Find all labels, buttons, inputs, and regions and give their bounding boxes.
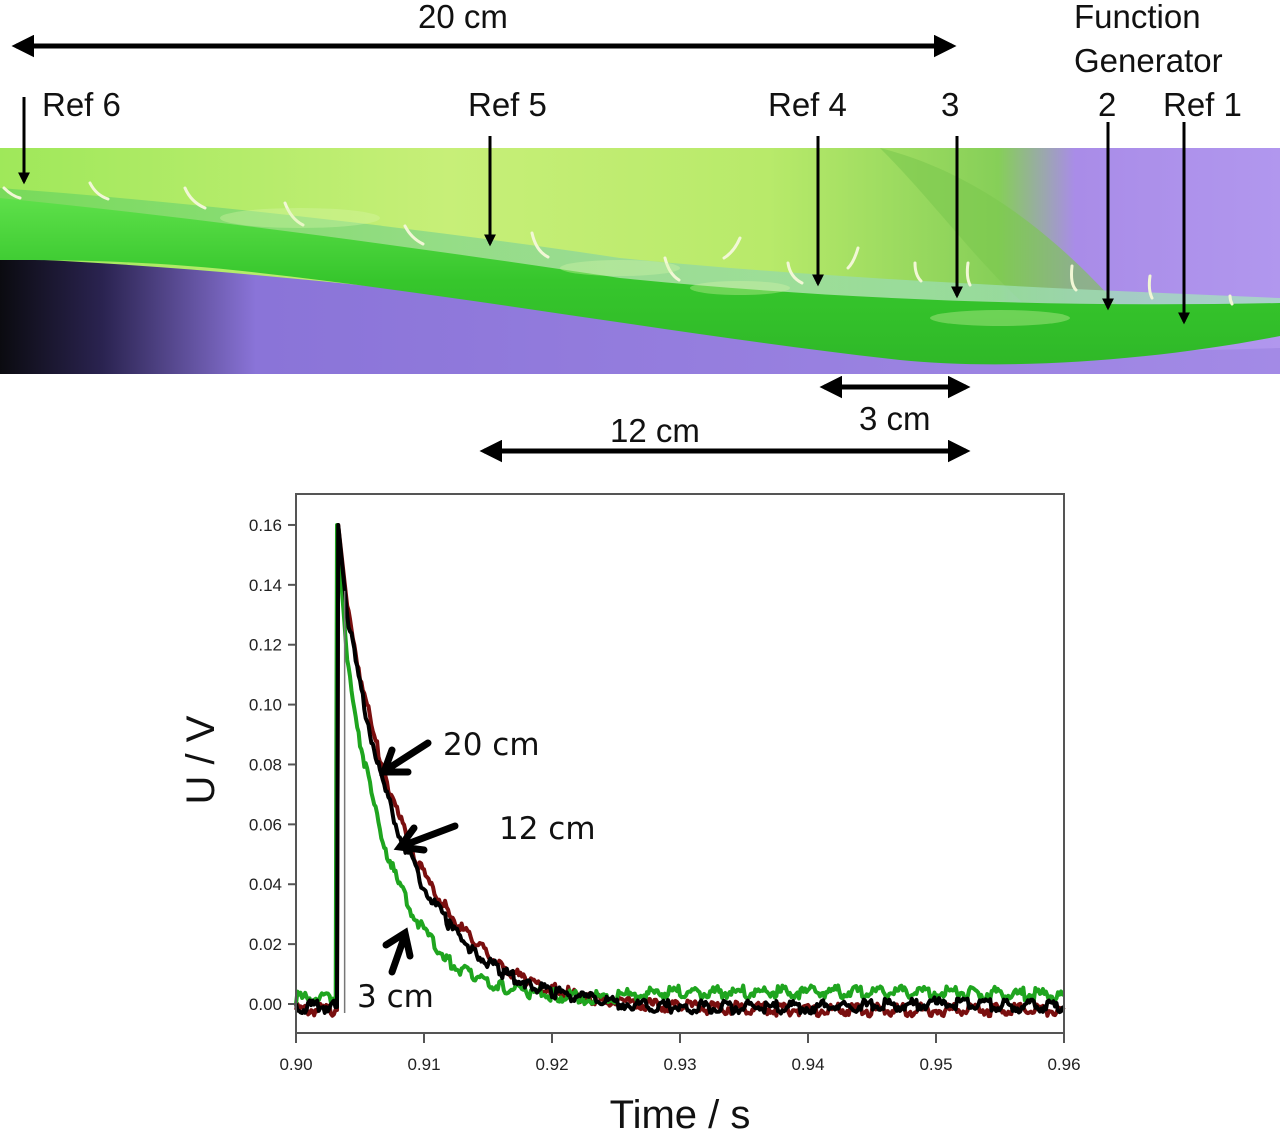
y-axis: 0.00 0.02 0.04 0.06 0.08 0.10 0.12 0.14 0.16 [249,516,296,1014]
x-axis-label: Time / s [610,1093,751,1134]
x-tick-label: 0.90 [279,1055,312,1074]
y-tick-label: 0.06 [249,815,282,834]
electrode-label-ref1: Ref 1 [1163,86,1242,123]
x-tick-label: 0.96 [1047,1055,1080,1074]
series-line-3cm [294,523,1065,1007]
y-tick-label: 0.16 [249,516,282,535]
annotation-arrow-3cm [382,927,414,976]
electrode-label-2: 2 [1098,86,1117,123]
y-tick-label: 0.10 [249,696,282,715]
plot-traces [294,523,1066,1019]
annotation-arrow-12cm [393,822,459,854]
y-tick-label: 0.04 [249,875,282,894]
electrode-label-ref4: Ref 4 [768,86,847,123]
series-line-12cm [294,523,1065,1016]
annotation-12cm: 12 cm [499,811,596,847]
distance-label-20cm: 20 cm [418,0,508,35]
x-tick-label: 0.94 [791,1055,824,1074]
annotation-arrow-20cm [379,739,432,776]
function-generator-label-line2: Generator [1074,42,1223,79]
y-tick-label: 0.00 [249,995,282,1014]
function-generator-label-line1: Function [1074,0,1201,35]
annotation-arrows [379,739,459,976]
y-axis-label: U / V [179,715,223,804]
series-line-20cm [294,523,1066,1019]
electrode-label-ref5: Ref 5 [468,86,547,123]
annotation-20cm: 20 cm [443,727,540,763]
y-tick-label: 0.02 [249,935,282,954]
y-tick-label: 0.14 [249,576,282,595]
distance-label-12cm: 12 cm [610,412,700,449]
distance-label-3cm: 3 cm [859,400,931,437]
x-tick-label: 0.95 [919,1055,952,1074]
electrode-label-3: 3 [941,86,960,123]
annotation-3cm: 3 cm [357,979,434,1015]
x-tick-label: 0.93 [663,1055,696,1074]
x-axis: 0.90 0.91 0.92 0.93 0.94 0.95 0.96 [279,1033,1081,1074]
electrode-label-ref6: Ref 6 [42,86,121,123]
x-tick-label: 0.91 [407,1055,440,1074]
top-panel-arrows [11,34,1190,463]
y-tick-label: 0.08 [249,755,282,774]
y-tick-label: 0.12 [249,636,282,655]
x-tick-label: 0.92 [535,1055,568,1074]
